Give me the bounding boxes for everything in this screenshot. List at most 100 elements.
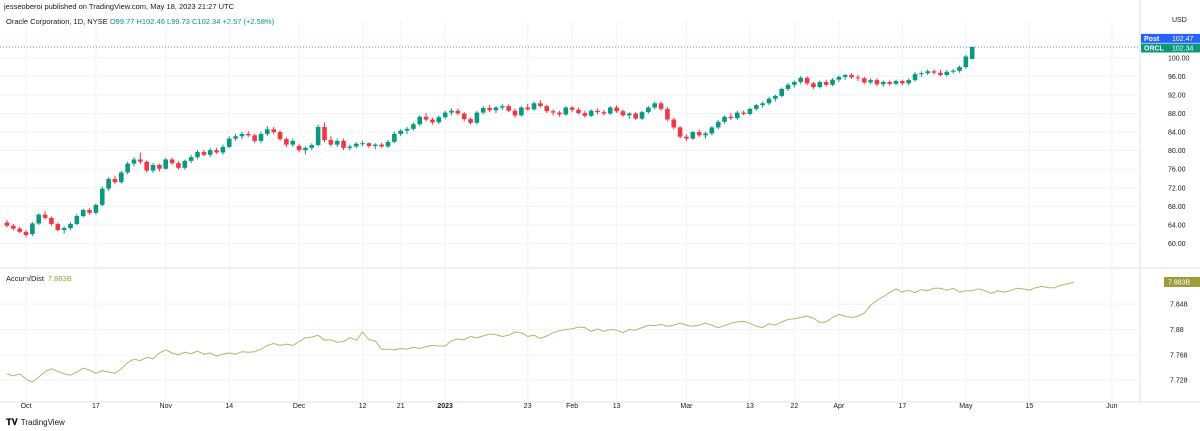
candle xyxy=(341,138,346,151)
grid-lines xyxy=(0,0,1200,403)
symbol-tag-value-bg xyxy=(1169,43,1200,53)
candle xyxy=(99,186,105,207)
candle-body xyxy=(620,111,626,116)
candle xyxy=(690,130,696,140)
candle xyxy=(830,78,835,87)
candle xyxy=(741,110,746,116)
candle xyxy=(265,126,270,137)
symbol-tag-label-bg xyxy=(1141,43,1169,53)
candle xyxy=(512,108,518,118)
candle xyxy=(36,213,42,225)
candle xyxy=(17,226,22,234)
candle-body xyxy=(163,159,169,169)
candle-body xyxy=(944,71,950,76)
candle xyxy=(817,80,823,89)
candle-body xyxy=(861,78,867,83)
candle xyxy=(61,226,67,234)
candle xyxy=(334,138,340,147)
candle xyxy=(576,107,581,115)
candle xyxy=(207,147,213,158)
candle-body xyxy=(582,113,588,116)
candle-body xyxy=(125,163,130,173)
candle xyxy=(125,161,130,175)
candle-body xyxy=(106,178,111,189)
candle xyxy=(887,80,892,86)
candle xyxy=(823,79,829,87)
time-tick-label: 14 xyxy=(225,403,233,410)
indicator-tag-value: 7.883B xyxy=(1168,279,1191,286)
candle xyxy=(912,72,918,82)
candle xyxy=(519,106,524,117)
candle-body xyxy=(734,112,740,119)
change-value: +2.57 (+2.58%) xyxy=(222,17,275,26)
candle-body xyxy=(614,107,619,112)
candle-body xyxy=(709,127,715,134)
candle xyxy=(906,78,911,86)
candle-body xyxy=(4,222,10,226)
candle-body xyxy=(500,106,505,108)
candle xyxy=(392,131,397,144)
candle xyxy=(360,140,365,146)
candle-body xyxy=(252,135,257,141)
tradingview-logo-icon: 𝐓𝐕 xyxy=(6,417,18,427)
time-tick-label: 2023 xyxy=(437,403,453,410)
candle-body xyxy=(925,71,931,74)
candle-body xyxy=(468,119,473,123)
candle xyxy=(950,68,956,74)
candle xyxy=(11,223,16,231)
time-tick-label: Oct xyxy=(21,403,32,410)
candle xyxy=(271,126,276,134)
candle xyxy=(836,75,842,82)
candle xyxy=(709,126,715,136)
candle xyxy=(49,216,54,226)
candle-body xyxy=(239,133,245,137)
candle xyxy=(506,104,511,113)
candle xyxy=(703,131,708,139)
candle-body xyxy=(849,75,854,78)
candle xyxy=(252,133,257,144)
candle-body xyxy=(392,133,397,142)
time-tick-label: 13 xyxy=(613,403,621,410)
candle xyxy=(366,142,372,148)
candle-body xyxy=(703,133,708,136)
candle xyxy=(550,109,556,116)
candle-body xyxy=(385,141,391,147)
high-value: H102.46 xyxy=(136,17,165,26)
candle xyxy=(220,144,226,155)
candle-body xyxy=(487,107,492,111)
candle-body xyxy=(480,107,486,113)
candle-body xyxy=(741,112,746,114)
currency-label: USD xyxy=(1172,17,1187,24)
candle xyxy=(347,144,353,151)
candle-body xyxy=(423,116,429,120)
indicator-value: 7.883B xyxy=(47,274,72,283)
candle xyxy=(328,136,334,147)
candle xyxy=(963,55,969,69)
candle-body xyxy=(652,103,657,108)
candle-body xyxy=(17,228,22,232)
candle-body xyxy=(188,157,194,161)
candle xyxy=(309,143,315,151)
candle-body xyxy=(646,107,651,113)
candle-body xyxy=(144,161,149,171)
candle xyxy=(442,110,448,120)
candle xyxy=(373,143,378,150)
candle xyxy=(557,110,562,117)
candle-body xyxy=(881,81,886,85)
candle-body xyxy=(747,108,753,114)
time-tick-label: 17 xyxy=(898,403,906,410)
time-tick-label: Nov xyxy=(160,403,173,410)
candle xyxy=(728,113,734,121)
time-tick-label: 15 xyxy=(1025,403,1033,410)
price-tick-label: 96.00 xyxy=(1168,74,1186,81)
time-tick-label: Apr xyxy=(833,403,845,410)
candle-body xyxy=(284,139,289,145)
candle-body xyxy=(112,178,118,183)
candle xyxy=(385,139,391,148)
candle-body xyxy=(760,103,765,106)
candle xyxy=(112,175,118,185)
candle-body xyxy=(842,75,848,77)
candle xyxy=(639,110,645,121)
candle-body xyxy=(563,107,569,115)
